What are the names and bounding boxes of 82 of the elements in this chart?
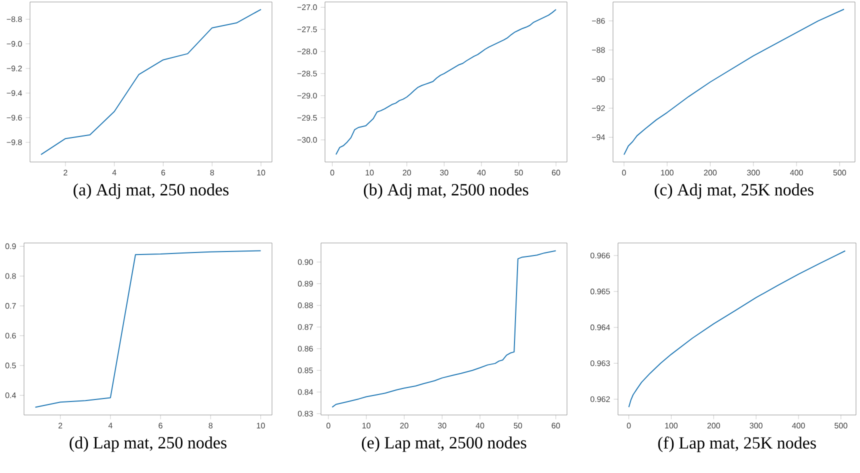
x-tick-label: 30 xyxy=(440,170,448,176)
y-tick-label: 0.963 xyxy=(590,360,610,366)
x-tick-label: 100 xyxy=(661,170,674,176)
x-tick-label: 0 xyxy=(622,170,626,176)
y-tick-label: 0.7 xyxy=(5,303,16,309)
x-tick-label: 0 xyxy=(626,422,631,428)
y-tick-label: −30.0 xyxy=(297,137,317,143)
x-tick-label: 300 xyxy=(747,170,760,176)
x-tick-label: 6 xyxy=(158,422,162,428)
y-tick-label: −88 xyxy=(592,47,605,53)
x-tick-label: 40 xyxy=(476,422,484,428)
y-tick-label: −9.4 xyxy=(6,90,22,96)
y-tick-label: −28.5 xyxy=(297,70,317,76)
text: (f) Lap mat, 25K nodes xyxy=(658,436,816,452)
line-series xyxy=(40,8,262,156)
x-tick-label: 10 xyxy=(362,422,370,428)
x-tick-label: 10 xyxy=(256,422,265,428)
y-tick-label: 0.966 xyxy=(590,252,610,258)
y-tick-label: 0.8 xyxy=(5,273,16,279)
x-tick-label: 100 xyxy=(665,422,678,428)
y-tick-label: 0.965 xyxy=(590,288,610,294)
x-tick-label: 2 xyxy=(58,422,62,428)
y-tick-label: −94 xyxy=(592,134,605,140)
x-tick-label: 20 xyxy=(402,170,411,176)
text: (a) Adj mat, 250 nodes xyxy=(74,184,229,199)
text: (e) Lap mat, 2500 nodes xyxy=(362,436,526,452)
y-tick-label: 0.87 xyxy=(298,324,313,330)
x-tick-label: 4 xyxy=(108,422,112,428)
y-tick-label: −9.6 xyxy=(6,114,22,121)
y-tick-label: −9.8 xyxy=(6,139,22,146)
y-tick-label: 0.83 xyxy=(298,410,313,417)
line-series xyxy=(628,250,846,408)
x-tick-label: 300 xyxy=(750,422,762,428)
y-tick-label: 0.9 xyxy=(5,243,16,250)
x-tick-label: 50 xyxy=(514,170,523,176)
x-tick-label: 500 xyxy=(834,422,848,428)
x-tick-label: 200 xyxy=(707,422,720,428)
y-tick-label: 0.90 xyxy=(298,259,313,265)
text: (b) Adj mat, 2500 nodes xyxy=(364,184,528,199)
y-tick-label: −27.5 xyxy=(297,26,317,32)
text: (d) Lap mat, 250 nodes xyxy=(70,436,226,452)
x-tick-label: 500 xyxy=(833,170,846,176)
x-tick-label: 30 xyxy=(438,422,446,428)
x-tick-label: 50 xyxy=(514,422,522,428)
x-tick-label: 400 xyxy=(792,422,805,428)
x-tick-label: 8 xyxy=(208,422,212,428)
x-tick-label: 200 xyxy=(704,170,717,176)
x-tick-label: 0 xyxy=(330,170,334,176)
y-tick-label: 0.4 xyxy=(5,392,16,398)
x-tick-label: 400 xyxy=(790,170,803,176)
y-tick-label: −86 xyxy=(592,18,605,24)
y-tick-label: −9.2 xyxy=(6,66,22,72)
y-tick-label: 0.6 xyxy=(5,332,16,339)
x-tick-label: 6 xyxy=(161,170,166,176)
x-tick-label: 4 xyxy=(112,170,116,176)
y-tick-label: 0.84 xyxy=(298,389,313,395)
y-tick-label: −28.0 xyxy=(297,48,317,54)
x-tick-label: 0 xyxy=(326,422,330,428)
x-tick-label: 60 xyxy=(552,422,560,428)
y-tick-label: −29.0 xyxy=(297,92,317,99)
y-tick-label: 0.86 xyxy=(298,346,313,352)
y-tick-label: 0.964 xyxy=(590,324,610,330)
x-tick-label: 40 xyxy=(477,170,486,176)
y-tick-label: −8.8 xyxy=(6,16,22,22)
y-tick-label: −27.0 xyxy=(297,4,317,10)
y-tick-label: −29.5 xyxy=(297,114,317,121)
x-tick-label: 20 xyxy=(400,422,408,428)
line-series xyxy=(332,250,556,408)
y-tick-label: 0.5 xyxy=(5,362,16,368)
text: (c) Adj mat, 25K nodes xyxy=(654,184,814,199)
y-tick-label: −90 xyxy=(592,76,605,82)
y-tick-label: −9.0 xyxy=(6,41,22,47)
y-tick-label: 0.88 xyxy=(298,302,313,308)
y-tick-label: −92 xyxy=(592,105,605,112)
x-tick-label: 60 xyxy=(552,170,560,176)
y-tick-label: 0.89 xyxy=(298,280,313,287)
x-tick-label: 2 xyxy=(64,170,68,176)
x-tick-label: 8 xyxy=(210,170,214,176)
y-tick-label: 0.962 xyxy=(590,396,610,402)
y-tick-label: 0.85 xyxy=(298,368,313,374)
x-tick-label: 10 xyxy=(366,170,374,176)
x-tick-label: 10 xyxy=(257,170,266,176)
